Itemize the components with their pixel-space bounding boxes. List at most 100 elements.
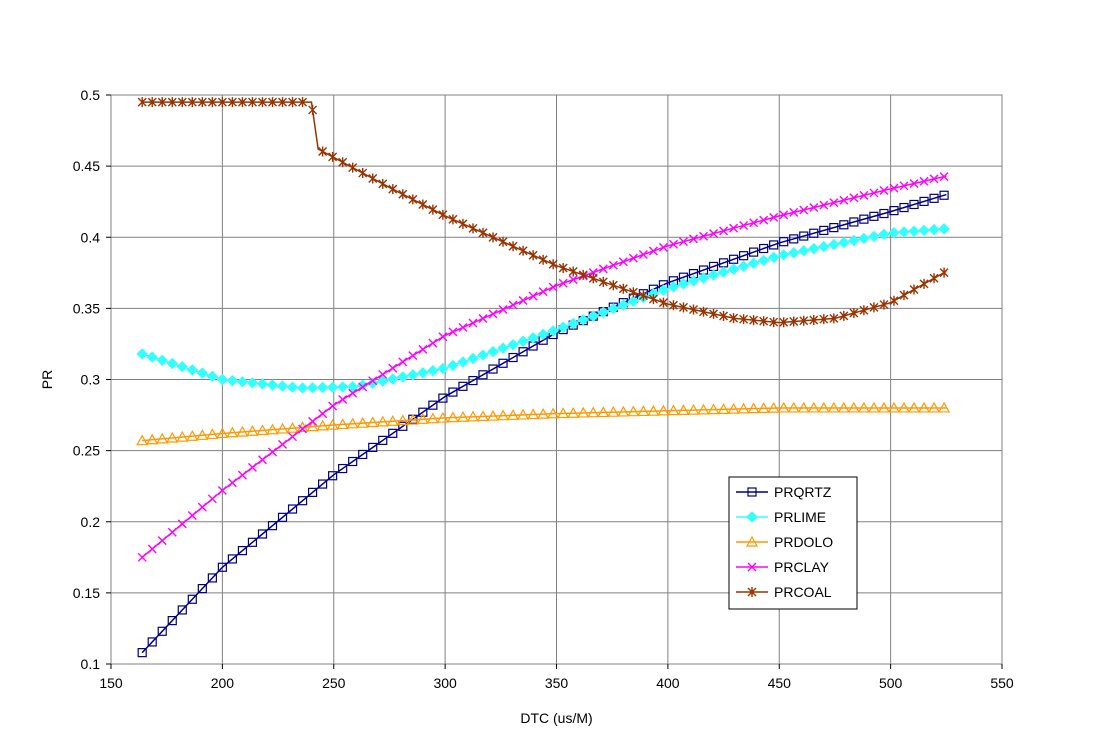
data-point [316, 381, 329, 394]
y-tick-label: 0.4 [81, 229, 101, 245]
data-point [739, 314, 749, 325]
y-tick-label: 0.3 [81, 372, 101, 388]
data-point [246, 377, 259, 389]
data-point [688, 234, 698, 244]
data-point [458, 322, 468, 332]
data-point [176, 360, 188, 373]
data-point [648, 294, 658, 305]
data-point [397, 371, 409, 383]
data-point [428, 204, 438, 215]
data-point [137, 97, 147, 108]
legend-label: PRQRTZ [774, 484, 832, 500]
data-point [657, 284, 670, 296]
data-point [789, 207, 799, 217]
data-point [849, 217, 859, 227]
data-point [487, 345, 499, 358]
data-point [227, 478, 237, 488]
data-point [777, 401, 790, 413]
data-point [278, 97, 288, 108]
data-point [217, 485, 227, 495]
data-point [367, 377, 379, 389]
x-axis-title: DTC (us/M) [520, 710, 592, 726]
y-tick-label: 0.2 [81, 514, 101, 530]
data-point [839, 220, 849, 230]
legend: PRQRTZ PRLIME PRDOLO PRCLAY PRCOAL [728, 476, 858, 610]
data-point [488, 364, 498, 374]
data-point [448, 387, 458, 397]
legend-label: PRLIME [774, 509, 826, 525]
data-point [687, 403, 700, 415]
x-tick-label: 400 [656, 675, 680, 691]
data-point [407, 369, 419, 381]
data-point [859, 190, 869, 200]
x-tick-label: 150 [99, 675, 123, 691]
data-point [608, 260, 618, 270]
data-point [348, 162, 358, 173]
data-point [899, 290, 909, 301]
data-point [466, 410, 479, 422]
data-point [478, 370, 488, 380]
data-point [326, 381, 339, 393]
data-point [257, 97, 267, 108]
legend-item-prdolo: PRDOLO [736, 534, 833, 550]
data-point [477, 349, 489, 361]
data-point [308, 416, 318, 426]
series-layer [136, 97, 951, 658]
data-point [667, 404, 680, 416]
data-point [246, 425, 259, 436]
data-point [338, 395, 348, 405]
data-point [217, 562, 227, 572]
data-point [939, 267, 949, 278]
data-point [518, 296, 528, 306]
data-point [547, 325, 559, 337]
data-point [478, 227, 488, 238]
data-point [847, 401, 860, 413]
data-point [809, 314, 819, 325]
data-point [186, 429, 199, 441]
data-point [877, 401, 890, 413]
data-point [257, 455, 267, 465]
data-point [819, 314, 829, 325]
legend-box [728, 476, 858, 610]
data-point [928, 223, 940, 236]
data-point [187, 594, 197, 604]
legend-swatch-marker [747, 587, 757, 597]
data-point [288, 97, 298, 108]
data-point [438, 209, 448, 220]
data-point [458, 381, 468, 391]
data-point [478, 313, 488, 323]
data-point [287, 504, 298, 514]
data-point [857, 401, 870, 413]
data-point [377, 375, 389, 387]
data-point [376, 415, 389, 427]
y-tick-label: 0.5 [81, 87, 101, 103]
data-point [709, 308, 719, 319]
y-axis: 0.1 0.15 0.2 0.25 0.3 0.35 0.4 0.45 0.5 [73, 87, 111, 672]
data-point [216, 427, 229, 439]
data-point [558, 278, 568, 288]
x-tick-label: 250 [322, 675, 346, 691]
data-point [318, 479, 328, 489]
data-point [929, 193, 939, 203]
data-point [486, 409, 500, 421]
data-point [136, 348, 148, 360]
data-point [909, 199, 919, 210]
data-point [729, 223, 739, 233]
data-point [237, 97, 247, 108]
data-point [818, 240, 830, 253]
data-point [749, 315, 759, 326]
data-point [769, 212, 779, 222]
data-point [648, 246, 658, 256]
data-point [286, 421, 299, 433]
data-point [728, 254, 739, 264]
data-point [759, 215, 769, 225]
data-point [276, 380, 289, 392]
data-point [467, 352, 479, 365]
data-point [809, 203, 819, 213]
data-point [518, 245, 528, 256]
data-point [187, 511, 197, 521]
data-point [697, 403, 710, 415]
data-point [468, 318, 478, 328]
data-point [177, 519, 187, 529]
legend-label: PRCOAL [774, 584, 832, 600]
